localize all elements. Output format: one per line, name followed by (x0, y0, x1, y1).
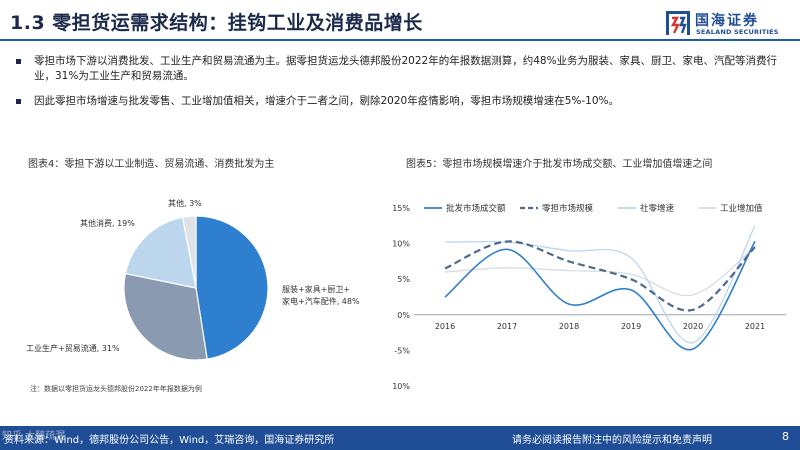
y-tick-label: 5% (397, 275, 410, 284)
legend-label: 零担市场规模 (542, 203, 594, 214)
series-line (444, 225, 756, 344)
logo-text-en: SEALAND SECURITIES (696, 28, 779, 36)
bullet-square-icon (16, 99, 21, 104)
footer-source: 资料来源：Wind，德邦股份公司公告，Wind，艾瑞咨询，国海证券研究所 (4, 435, 335, 446)
bullet-text: 因此零担市场增速与批发零售、工业增加值相关，增速介于二者之间，剔除2020年疫情… (34, 95, 620, 107)
footer-bar: 资料来源：Wind，德邦股份公司公告，Wind，艾瑞咨询，国海证券研究所 请务必… (0, 426, 800, 450)
x-tick-label: 2020 (683, 322, 703, 331)
figure5-title: 图表5：零担市场规模增速介于批发市场成交额、工业增加值增速之间 (406, 159, 713, 170)
logo-text-cn: 国海证券 (695, 13, 759, 29)
x-tick-label: 2021 (745, 322, 765, 331)
page-number: 8 (782, 430, 789, 443)
title-bar: 1.3 零担货运需求结构：挂钩工业及消费品增长 (0, 0, 800, 46)
bullet-square-icon (16, 59, 21, 64)
series-line (444, 241, 756, 351)
pie-chart: 服装+家具+厨卫+ 家电+汽车配件, 48% 工业生产+贸易流通, 31% 其他消费,… (26, 198, 360, 361)
x-tick-label: 2019 (621, 322, 641, 331)
figure4-note: 注：数据以零担货运龙头德邦股份2022年年报数据为例 (30, 385, 202, 393)
pie-slice-label: 服装+家具+厨卫+ (282, 284, 350, 294)
pie-slice (124, 216, 197, 289)
line-chart: -10% -5% 0% 5% 10% 15% 2016 2017 2018 2019 2020 202… (392, 203, 786, 391)
pie-slice-label: 家电+汽车配件, 48% (282, 296, 360, 306)
bullet-list: 零担市场下游以消费批发、工业生产和贸易流通为主。据零担货运龙头德邦股份2022年… (14, 54, 784, 119)
x-tick-label: 2016 (435, 322, 455, 331)
x-tick-label: 2017 (497, 322, 517, 331)
bullet-item: 零担市场下游以消费批发、工业生产和贸易流通为主。据零担货运龙头德邦股份2022年… (14, 54, 784, 84)
bullet-item: 因此零担市场增速与批发零售、工业增加值相关，增速介于二者之间，剔除2020年疫情… (14, 94, 784, 109)
pie-slice (123, 272, 208, 361)
pie-slice-label: 工业生产+贸易流通, 31% (26, 343, 120, 353)
legend-label: 批发市场成交额 (446, 203, 506, 214)
y-tick-label: 10% (392, 240, 410, 249)
bullet-text: 零担市场下游以消费批发、工业生产和贸易流通为主。据零担货运龙头德邦股份2022年… (34, 55, 778, 82)
y-tick-label: 0% (397, 311, 410, 320)
pie-slice-label: 其他, 3% (168, 198, 202, 208)
series-line (444, 240, 756, 312)
title-divider (0, 39, 800, 41)
page-title: 1.3 零担货运需求结构：挂钩工业及消费品增长 (10, 12, 423, 34)
pie-slice-label: 其他消费, 19% (80, 218, 135, 228)
watermark: 知乎 大鹏疏漏 (2, 431, 66, 442)
footer-disclaimer: 请务必阅读报告附注中的风险提示和免责声明 (512, 435, 712, 446)
legend-label: 工业增加值 (720, 203, 763, 214)
y-tick-label: -10% (392, 382, 410, 391)
pie-slice (181, 215, 197, 289)
sealand-logo-icon (666, 11, 690, 35)
x-tick-label: 2018 (559, 322, 579, 331)
company-logo: 国海证券 SEALAND SECURITIES (665, 9, 795, 39)
y-tick-label: -5% (394, 346, 410, 355)
y-tick-label: 15% (392, 204, 410, 213)
pie-slice (195, 215, 269, 360)
figure4-title: 图表4：零担下游以工业制造、贸易流通、消费批发为主 (28, 159, 275, 170)
legend-label: 社零增速 (640, 203, 675, 214)
